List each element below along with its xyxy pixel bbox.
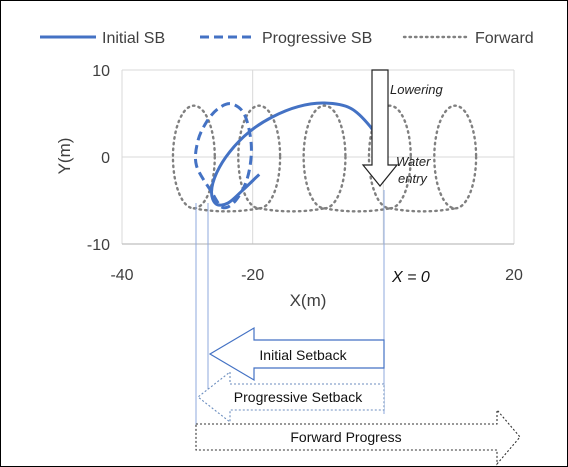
x-tick-label: 20 (505, 267, 523, 284)
x-tick-label: -20 (241, 267, 264, 284)
initial-setback-label: Initial Setback (259, 347, 347, 363)
legend-label-forward: Forward (475, 30, 534, 47)
forward-track (258, 207, 326, 213)
lowering-arrow (361, 69, 399, 187)
legend-label-progressive-sb: Progressive SB (262, 30, 372, 47)
x-tick-label: -40 (110, 267, 133, 284)
water-entry-annotation-line1: Water (396, 154, 431, 169)
series-line-initial-sb (210, 101, 385, 207)
y-tick-label: 10 (92, 63, 110, 80)
grid: -40 -20 20 10 0 -10 (87, 63, 523, 284)
forward-progress-arrow (195, 408, 521, 466)
forward-progress-label: Forward Progress (290, 429, 401, 445)
lowering-annotation: Lowering (390, 82, 444, 97)
forward-track (192, 207, 261, 213)
y-tick-label: 0 (101, 150, 110, 167)
data-layer (171, 101, 478, 213)
legend: Initial SB Progressive SB Forward (40, 30, 534, 47)
progressive-setback-arrow (197, 370, 385, 424)
x-zero-label: X = 0 (391, 269, 430, 286)
forward-track (388, 207, 457, 213)
forward-loop (433, 104, 478, 210)
y-tick-label: -10 (87, 237, 110, 254)
guide-lines (195, 190, 385, 425)
x-axis-label: X(m) (290, 291, 327, 310)
progressive-setback-label: Progressive Setback (234, 389, 363, 405)
series-line-progressive-sb (193, 102, 253, 210)
legend-label-initial-sb: Initial SB (102, 30, 165, 47)
initial-setback-arrow (208, 326, 385, 382)
forward-track (323, 207, 392, 213)
water-entry-annotation-line2: entry (398, 171, 428, 186)
y-axis-label: Y(m) (55, 138, 74, 175)
